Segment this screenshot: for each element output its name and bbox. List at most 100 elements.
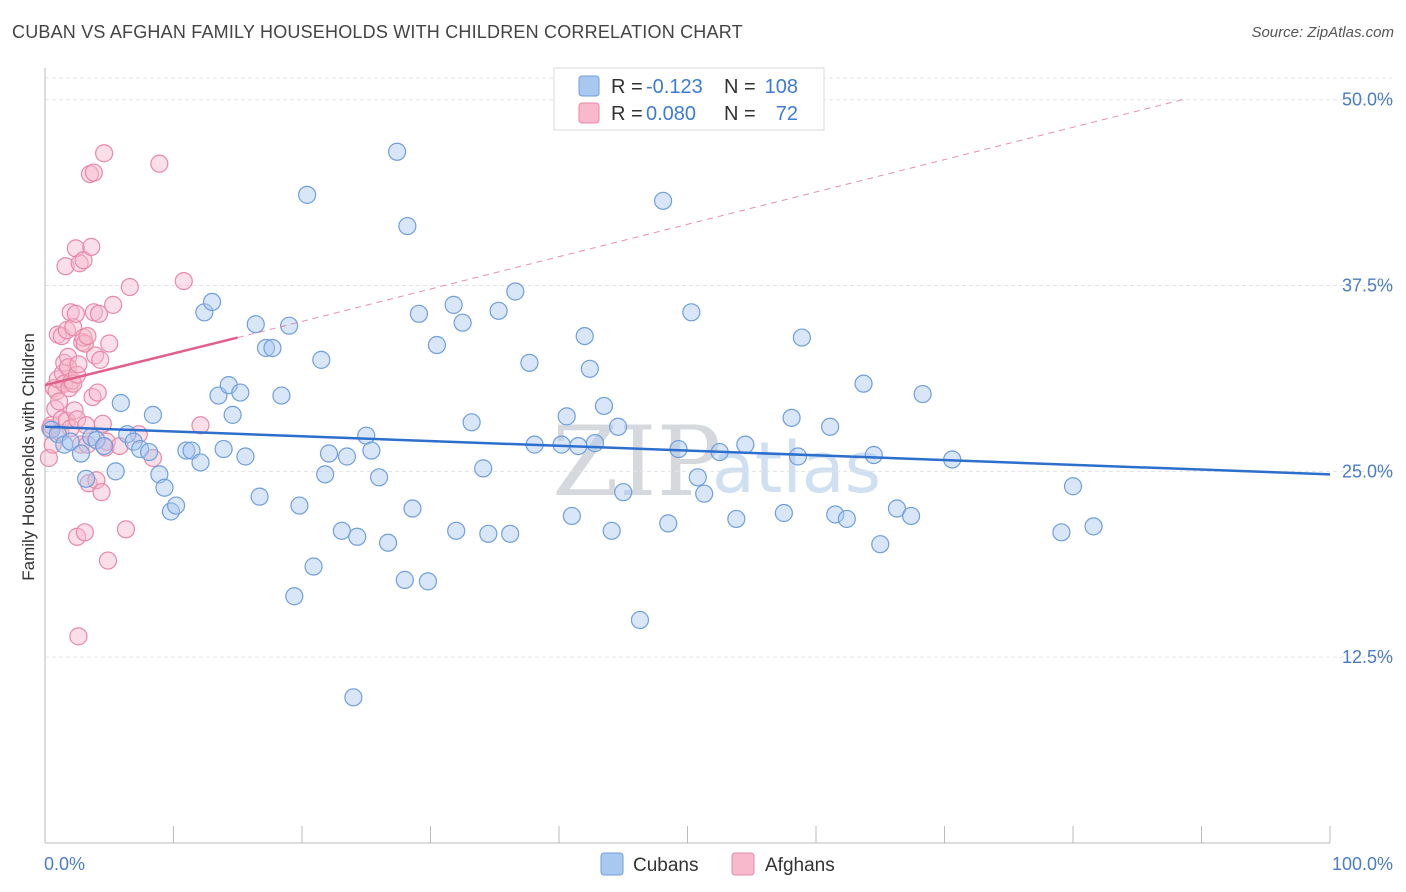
- y-tick-label: 12.5%: [1342, 647, 1393, 667]
- afghan-point: [191, 416, 210, 435]
- cuban-point: [826, 505, 845, 524]
- cuban-point: [782, 408, 801, 427]
- cuban-point: [61, 432, 80, 451]
- cuban-point: [395, 570, 414, 589]
- cuban-point: [585, 434, 605, 453]
- cuban-point: [409, 304, 429, 323]
- afghan-point: [174, 271, 193, 291]
- cuban-point: [139, 442, 159, 462]
- bottom-legend-label-afghans: Afghans: [765, 855, 835, 876]
- cuban-point: [462, 413, 481, 432]
- cuban-point: [837, 509, 856, 529]
- afghan-points: [39, 144, 210, 646]
- afghan-point: [78, 326, 97, 346]
- cuban-point: [285, 587, 304, 606]
- cuban-point: [887, 499, 907, 518]
- source-credit: Source: ZipAtlas.com: [1251, 24, 1394, 41]
- legend-n-value-cubans: 108: [765, 76, 798, 98]
- cuban-point: [256, 338, 276, 358]
- cuban-point: [231, 383, 250, 402]
- afghan-point: [50, 392, 69, 411]
- bottom-legend-swatch-afghans: [731, 852, 755, 876]
- cuban-point: [348, 527, 367, 546]
- cuban-point: [378, 533, 398, 552]
- legend-r-label-afghans: R =: [611, 103, 643, 125]
- afghan-point: [92, 483, 111, 502]
- cuban-point: [398, 216, 417, 236]
- trend-layer: [44, 99, 1331, 476]
- afghans-trend-line-dashed: [237, 99, 1183, 339]
- cuban-point: [223, 405, 242, 424]
- cuban-point: [774, 503, 793, 523]
- cuban-point: [562, 506, 581, 526]
- cuban-point: [124, 432, 143, 451]
- cuban-point: [161, 502, 181, 521]
- cuban-point: [609, 417, 628, 436]
- cuban-point: [403, 499, 422, 518]
- y-tick-label: 25.0%: [1342, 461, 1393, 481]
- legend-r-label-cubans: R =: [611, 76, 643, 98]
- cuban-point: [901, 506, 921, 526]
- legend-n-value-afghans: 72: [776, 103, 798, 125]
- cuban-point: [155, 478, 174, 497]
- cuban-point: [736, 435, 755, 454]
- cuban-point: [106, 462, 125, 481]
- cuban-point: [1084, 517, 1103, 536]
- cuban-point: [95, 436, 114, 456]
- cuban-point: [280, 316, 299, 335]
- watermark: ZIP atlas: [552, 406, 881, 518]
- watermark-zip: ZIP: [552, 406, 721, 518]
- afghan-point: [150, 154, 169, 173]
- cuban-point: [344, 688, 363, 707]
- legend-r-value-afghans: 0.080: [646, 103, 696, 125]
- legend-box: R = -0.123 N = 108 R = 0.080 N = 72: [553, 67, 825, 131]
- cuban-point: [332, 521, 351, 540]
- legend-r-value-cubans: -0.123: [646, 76, 703, 98]
- cuban-point: [575, 326, 594, 346]
- afghan-point: [88, 383, 107, 402]
- bottom-legend-swatch-cubans: [600, 852, 624, 876]
- axis-layer: 12.5% 25.0% 37.5% 50.0% 0.0% 100.0%: [44, 68, 1393, 874]
- y-axis-label: Family Households with Children: [19, 333, 38, 581]
- cuban-point: [319, 444, 339, 463]
- cuban-point: [447, 521, 466, 540]
- cuban-point: [111, 393, 130, 413]
- afghan-point: [82, 237, 101, 256]
- grid-layer: [45, 77, 1392, 658]
- cuban-point: [304, 557, 323, 576]
- cuban-point: [489, 301, 508, 320]
- cuban-point: [370, 468, 389, 487]
- x-tick-label: 0.0%: [44, 854, 85, 874]
- cuban-point: [316, 465, 335, 484]
- cuban-point: [214, 439, 233, 459]
- cuban-point: [166, 496, 186, 515]
- cuban-point: [337, 447, 357, 466]
- cuban-point: [272, 386, 291, 405]
- cuban-point: [263, 338, 282, 358]
- cuban-point: [298, 185, 317, 204]
- cuban-point: [792, 328, 811, 347]
- cuban-point: [506, 282, 525, 301]
- cuban-point: [653, 191, 673, 210]
- cuban-point: [630, 610, 650, 630]
- y-tick-label: 50.0%: [1342, 90, 1393, 110]
- cuban-point: [362, 441, 381, 460]
- cuban-point: [202, 292, 222, 311]
- cuban-point: [594, 396, 614, 416]
- afghan-point: [59, 347, 78, 367]
- cuban-point: [580, 359, 599, 378]
- cuban-point: [557, 407, 576, 426]
- legend-swatch-afghans: [578, 102, 600, 124]
- cuban-point: [250, 487, 269, 506]
- cuban-point: [191, 453, 210, 472]
- watermark-atlas: atlas: [712, 427, 881, 509]
- afghan-point: [104, 295, 123, 314]
- afghan-point: [98, 551, 118, 570]
- cuban-point: [143, 405, 163, 424]
- cuban-point: [602, 521, 621, 540]
- cuban-point: [913, 384, 932, 404]
- cuban-point: [682, 303, 701, 322]
- legend-n-label-afghans: N =: [724, 103, 756, 125]
- cuban-point: [821, 417, 840, 436]
